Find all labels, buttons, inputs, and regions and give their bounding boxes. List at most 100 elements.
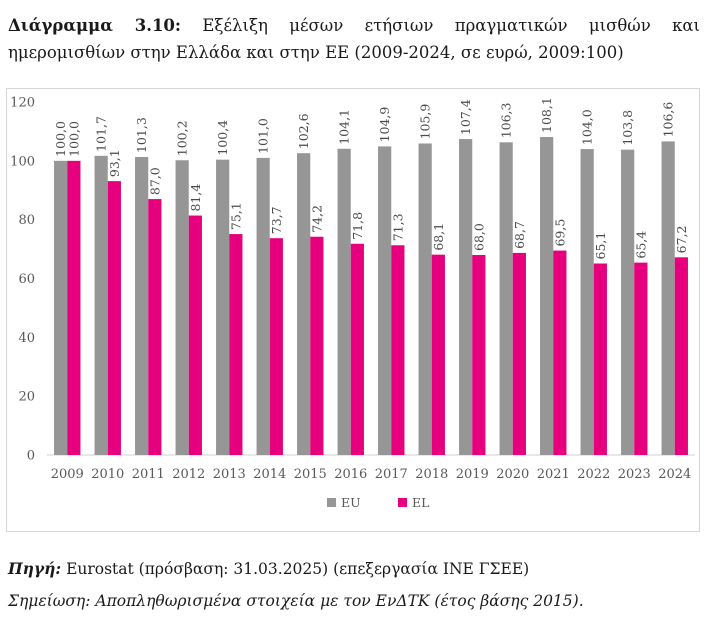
x-tick-label: 2017	[375, 467, 408, 482]
data-label-eu: 106,6	[661, 102, 676, 138]
x-tick-label: 2014	[253, 467, 286, 482]
data-label-eu: 100,4	[215, 120, 230, 156]
bar-eu	[337, 148, 351, 455]
bar-eu	[540, 137, 554, 455]
x-tick-label: 2019	[456, 467, 489, 482]
bar-el	[472, 254, 486, 455]
bar-eu	[175, 160, 189, 455]
bar-el	[148, 199, 162, 455]
data-label-el: 65,4	[633, 231, 648, 259]
chart-area: 0 20 40 60 80 100 120 100,0 100,0 2009 101,7 93,1 20…	[6, 88, 700, 532]
y-tick-label: 120	[10, 96, 35, 111]
data-label-eu: 104,0	[580, 109, 595, 145]
data-label-eu: 105,9	[418, 104, 433, 140]
data-label-el: 68,1	[431, 223, 446, 251]
bar-eu	[418, 143, 432, 455]
bar-eu	[94, 155, 108, 455]
bar-el	[593, 263, 607, 455]
data-label-el: 69,5	[552, 219, 567, 247]
data-label-eu: 100,0	[53, 121, 68, 157]
data-label-eu: 101,0	[256, 118, 271, 154]
y-tick-label: 20	[18, 390, 35, 405]
bar-el	[553, 250, 567, 455]
bar-eu	[216, 159, 230, 455]
bar-el	[269, 238, 283, 455]
data-label-el: 93,1	[107, 149, 122, 177]
figure-number: Διάγραμμα 3.10:	[8, 16, 182, 35]
x-tick-label: 2009	[51, 467, 84, 482]
x-tick-label: 2012	[172, 467, 205, 482]
data-label-eu: 106,3	[499, 102, 514, 138]
data-label-el: 68,0	[471, 223, 486, 251]
data-label-el: 75,1	[228, 202, 243, 230]
bar-el	[431, 254, 445, 455]
bar-el	[188, 215, 202, 455]
data-label-eu: 108,1	[539, 97, 554, 133]
data-label-eu: 103,8	[620, 110, 635, 146]
bar-eu	[54, 160, 68, 455]
bar-el	[391, 245, 405, 455]
bar-el	[350, 243, 364, 455]
data-label-el: 67,2	[674, 225, 689, 253]
bar-el	[310, 236, 324, 455]
x-tick-label: 2022	[577, 467, 610, 482]
data-label-el: 71,8	[350, 212, 365, 240]
x-tick-label: 2020	[496, 467, 529, 482]
bar-el	[229, 234, 243, 455]
y-tick-label: 80	[18, 213, 35, 228]
legend-swatch-el	[398, 498, 407, 507]
bar-eu	[256, 157, 270, 455]
x-tick-label: 2010	[91, 467, 124, 482]
data-label-eu: 101,3	[134, 117, 149, 153]
source-label: Πηγή:	[8, 559, 62, 578]
bar-el	[107, 181, 121, 455]
y-tick-label: 40	[18, 331, 35, 346]
data-label-el: 100,0	[66, 121, 81, 157]
data-label-eu: 101,7	[94, 116, 109, 152]
x-tick-label: 2015	[294, 467, 327, 482]
legend-label-el: EL	[412, 495, 429, 510]
bar-eu	[621, 149, 635, 455]
x-tick-label: 2016	[334, 467, 367, 482]
bar-eu	[459, 139, 473, 455]
y-tick-label: 100	[10, 154, 35, 169]
data-label-eu: 107,4	[458, 99, 473, 135]
figure-caption: Διάγραμμα 3.10: Εξέλιξη μέσων ετήσιων πρ…	[8, 12, 700, 66]
data-label-eu: 102,6	[296, 113, 311, 149]
bar-el	[674, 257, 688, 455]
bar-eu	[499, 142, 513, 455]
data-label-el: 81,4	[188, 184, 203, 212]
source-text: Eurostat (πρόσβαση: 31.03.2025) (επεξεργ…	[61, 560, 530, 578]
bar-eu	[297, 153, 311, 455]
bar-eu	[135, 157, 149, 455]
x-tick-label: 2024	[658, 467, 691, 482]
x-tick-label: 2023	[618, 467, 651, 482]
bar-el	[512, 252, 526, 455]
y-tick-label: 60	[18, 272, 35, 287]
x-tick-label: 2018	[415, 467, 448, 482]
x-tick-label: 2011	[132, 467, 165, 482]
data-label-el: 73,7	[269, 206, 284, 234]
data-label-el: 68,7	[512, 221, 527, 249]
note-line: Σημείωση: Αποπληθωρισμένα στοιχεία με το…	[8, 592, 584, 610]
legend-label-eu: EU	[341, 495, 361, 510]
bar-el	[634, 262, 648, 455]
data-label-eu: 104,9	[377, 107, 392, 143]
y-tick-label: 0	[27, 449, 35, 464]
data-label-eu: 100,2	[175, 120, 190, 156]
data-label-el: 71,3	[390, 213, 405, 241]
data-label-eu: 104,1	[337, 109, 352, 145]
x-tick-label: 2021	[537, 467, 570, 482]
bar-eu	[580, 149, 594, 456]
data-label-el: 74,2	[309, 205, 324, 233]
bar-eu	[378, 146, 392, 455]
bar-el	[67, 160, 81, 455]
data-label-el: 65,1	[593, 232, 608, 260]
legend-swatch-eu	[327, 498, 336, 507]
data-label-el: 87,0	[147, 167, 162, 195]
bar-eu	[661, 141, 675, 455]
x-tick-label: 2013	[213, 467, 246, 482]
source-line: Πηγή: Eurostat (πρόσβαση: 31.03.2025) (ε…	[8, 558, 708, 580]
figure-title: Εξέλιξη μέσων ετήσιων πραγματικών μισθών…	[8, 16, 701, 62]
